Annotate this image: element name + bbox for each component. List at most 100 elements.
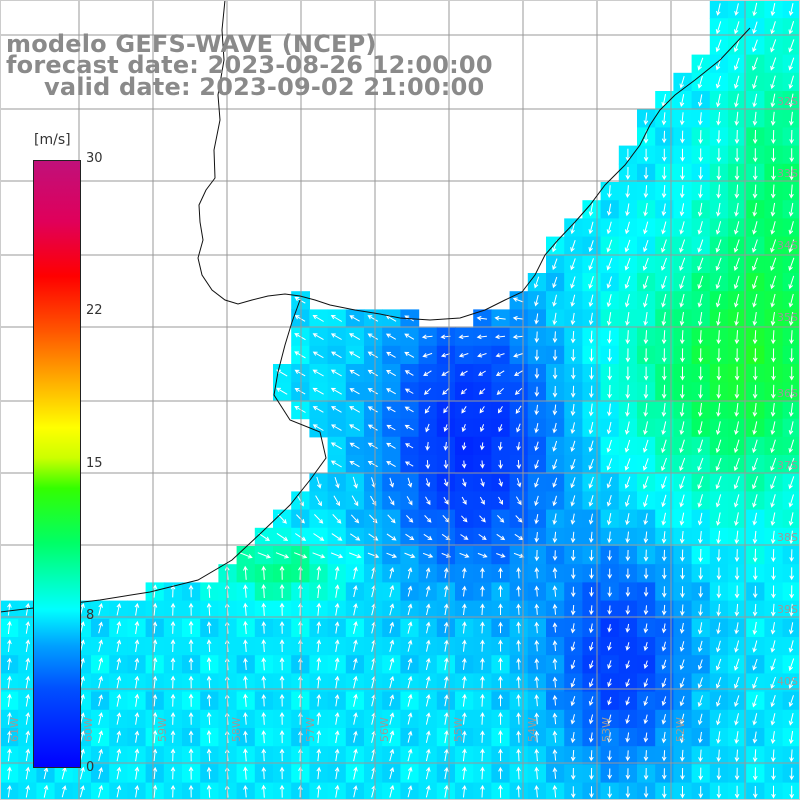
wind-arrow <box>643 403 649 417</box>
wind-arrow <box>407 748 413 762</box>
wind-arrow <box>642 458 649 471</box>
wind-arrow <box>279 711 285 725</box>
wind-arrow <box>606 276 612 289</box>
wind-arrow <box>389 694 395 707</box>
wind-arrow <box>480 730 485 743</box>
wind-arrow <box>206 784 212 798</box>
wind-arrow <box>570 623 576 634</box>
wind-arrow <box>752 129 758 145</box>
wind-arrow <box>716 640 721 653</box>
wind-arrow <box>716 184 722 199</box>
wind-arrow <box>607 768 613 780</box>
wind-arrow <box>312 424 324 431</box>
wind-arrow <box>788 221 794 235</box>
wind-arrow <box>498 712 503 725</box>
wind-arrow <box>389 748 395 762</box>
wind-arrow <box>279 657 285 671</box>
wind-arrow <box>534 712 540 725</box>
wind-arrow <box>279 639 285 653</box>
wind-arrow <box>661 531 667 544</box>
wind-arrow <box>625 330 631 345</box>
wind-arrow <box>134 602 140 616</box>
wind-arrow <box>206 748 212 762</box>
wind-arrow <box>480 639 485 652</box>
wind-arrow <box>697 275 704 290</box>
wind-arrow <box>152 694 158 707</box>
wind-arrow <box>588 678 594 688</box>
wind-arrow <box>443 406 449 414</box>
wind-arrow <box>734 348 740 363</box>
wind-arrow <box>625 714 630 725</box>
wind-arrow <box>770 111 776 126</box>
wind-arrow <box>588 258 594 271</box>
wind-arrow <box>643 384 649 399</box>
wind-arrow <box>771 348 776 363</box>
wind-arrow <box>715 275 722 290</box>
wind-arrow <box>552 640 558 652</box>
wind-arrow <box>752 239 758 253</box>
wind-arrow <box>570 367 576 380</box>
wind-arrow <box>643 605 649 616</box>
wind-arrow <box>607 568 613 580</box>
wind-arrow <box>679 457 686 472</box>
wind-arrow <box>312 552 326 559</box>
wind-arrow <box>770 658 776 671</box>
wind-arrow <box>570 458 576 471</box>
wind-arrow <box>643 148 649 162</box>
wind-arrow <box>313 533 325 541</box>
wind-arrow <box>25 766 31 780</box>
wind-arrow <box>389 766 395 780</box>
wind-arrow <box>152 657 158 671</box>
wind-arrow <box>407 675 413 689</box>
wind-arrow <box>334 766 340 780</box>
wind-arrow <box>770 640 776 653</box>
wind-arrow <box>79 785 85 798</box>
wind-arrow <box>498 675 503 689</box>
wind-arrow <box>588 276 594 289</box>
wind-arrow <box>516 567 521 579</box>
wind-arrow <box>770 39 777 53</box>
lat-label: 36S <box>777 387 798 400</box>
wind-arrow <box>642 275 649 290</box>
wind-arrow <box>680 348 685 363</box>
coastline <box>197 0 751 321</box>
wind-arrow <box>715 257 722 271</box>
wind-arrow <box>716 202 721 217</box>
wind-arrow <box>334 602 340 616</box>
wind-arrow <box>498 657 503 671</box>
wind-arrow <box>312 406 324 413</box>
wind-arrow <box>752 603 758 617</box>
wind-arrow <box>770 57 777 71</box>
wind-arrow <box>589 348 594 363</box>
wind-arrow <box>496 533 506 541</box>
wind-arrow <box>588 203 594 217</box>
wind-arrow <box>661 330 667 345</box>
wind-arrow <box>770 221 776 235</box>
wind-arrow <box>698 348 704 363</box>
wind-arrow <box>588 312 594 326</box>
wind-arrow <box>588 240 594 253</box>
wind-arrow <box>459 552 470 558</box>
wind-arrow <box>788 57 795 71</box>
wind-arrow <box>643 660 649 669</box>
wind-arrow <box>680 130 685 144</box>
wind-arrow <box>534 459 539 470</box>
wind-arrow <box>570 276 576 289</box>
wind-arrow <box>588 732 594 743</box>
wind-arrow <box>516 730 521 743</box>
wind-arrow <box>789 749 794 763</box>
wind-arrow <box>279 784 285 798</box>
wind-arrow <box>716 713 721 726</box>
wind-arrow <box>771 767 776 781</box>
wind-arrow <box>624 476 631 489</box>
wind-arrow <box>534 639 540 652</box>
wind-arrow <box>444 712 449 725</box>
wind-arrow <box>407 693 413 707</box>
wind-arrow <box>443 603 449 616</box>
wind-arrow <box>353 712 358 725</box>
wind-arrow <box>389 675 395 689</box>
wind-arrow <box>134 639 140 652</box>
wind-arrow <box>606 458 613 471</box>
wind-arrow <box>295 533 307 541</box>
colorbar-tick-8: 8 <box>86 608 95 623</box>
